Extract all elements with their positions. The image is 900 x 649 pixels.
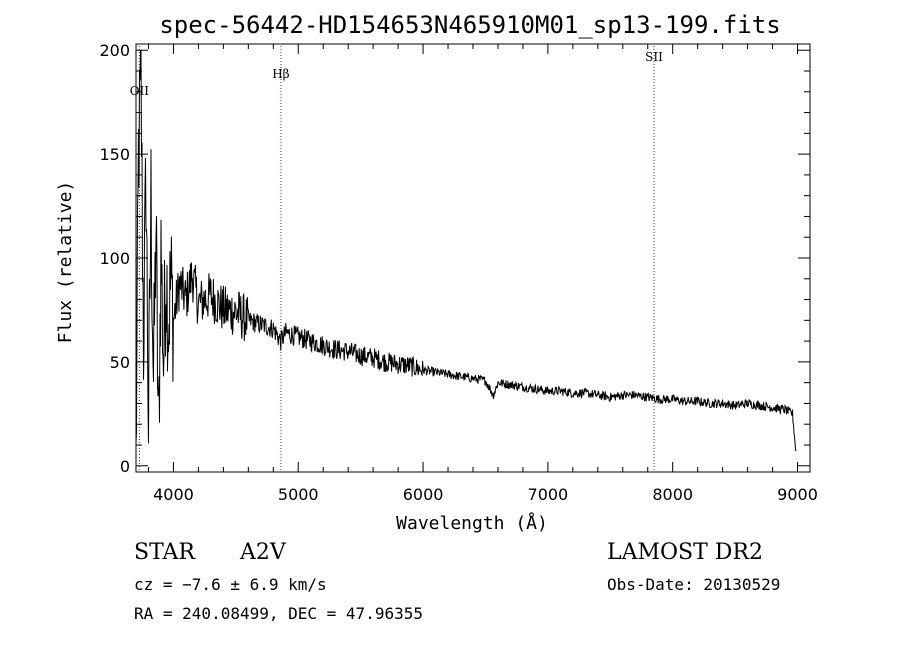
x-tick-label: 6000	[403, 485, 444, 504]
redshift-velocity: cz = −7.6 ± 6.9 km/s	[134, 575, 327, 594]
x-tick-label: 8000	[652, 485, 693, 504]
axes: 4000 5000 6000 7000 8000 9000 0 50 100 150 200	[99, 41, 817, 504]
survey-name: LAMOST DR2	[607, 540, 763, 565]
x-axis-label: Wavelength (Å)	[396, 512, 548, 534]
line-label-2: SII	[645, 50, 663, 64]
y-tick-label: 150	[99, 145, 130, 164]
plot-frame	[135, 43, 811, 473]
spectral-class: A2V	[239, 540, 287, 565]
y-tick-label: 100	[99, 249, 130, 268]
y-tick-label: 0	[120, 457, 130, 476]
x-tick-label: 9000	[777, 485, 818, 504]
y-axis-label: Flux (relative)	[55, 181, 76, 344]
y-tick-label: 200	[99, 41, 130, 60]
y-tick-label: 50	[110, 353, 130, 372]
observation-date: Obs-Date: 20130529	[607, 575, 780, 594]
spectrum-series-line	[135, 49, 797, 452]
x-tick-label: 7000	[528, 485, 569, 504]
series-layer	[135, 49, 797, 452]
line-label-1: Hβ	[272, 67, 289, 81]
object-type: STAR	[134, 540, 196, 565]
chart-title: spec-56442-HD154653N465910M01_sp13-199.f…	[159, 11, 780, 39]
x-tick-label: 4000	[153, 485, 194, 504]
x-tick-label: 5000	[278, 485, 319, 504]
sky-coordinates: RA = 240.08499, DEC = 47.96355	[134, 604, 423, 623]
